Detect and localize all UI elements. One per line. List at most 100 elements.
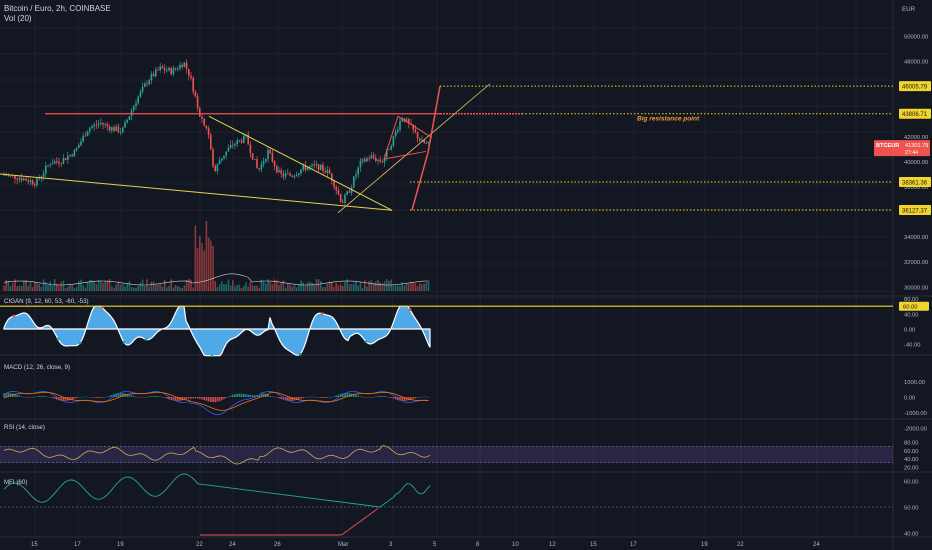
macd-histogram-bar <box>247 394 249 397</box>
candle <box>108 126 111 131</box>
volume-label[interactable]: Vol (20) <box>4 14 32 23</box>
macd-histogram-bar <box>322 397 324 398</box>
candle <box>293 175 296 177</box>
time-tick-10: 10 <box>512 542 519 548</box>
volume-bar <box>375 281 377 291</box>
rsi-label: RSI (14, close) <box>4 424 45 431</box>
volume-bar <box>115 284 117 291</box>
macd-histogram-bar <box>5 393 7 397</box>
volume-bar <box>144 286 146 291</box>
level-tag-0 <box>899 81 931 92</box>
price-tick-4: 42000.00 <box>904 135 928 141</box>
macd-histogram-bar <box>381 396 384 397</box>
mfi-label: MFI (60) <box>4 479 27 486</box>
macd-label: MACD (12, 26, close, 9) <box>4 364 70 371</box>
volume-bar <box>75 287 78 291</box>
arrow-down-path <box>411 152 429 211</box>
volume-bar <box>18 285 21 291</box>
macd-histogram-bar <box>379 396 381 397</box>
macd-histogram-bar <box>36 396 38 397</box>
volume-bar <box>86 282 89 291</box>
volume-bar <box>179 287 181 291</box>
macd-histogram-bar <box>368 397 370 398</box>
volume-bar <box>225 284 227 291</box>
volume-bar <box>91 279 93 291</box>
candle <box>155 69 157 77</box>
volume-bar <box>126 283 128 291</box>
macd-histogram-bar <box>408 397 410 401</box>
candle <box>135 103 137 106</box>
macd-histogram-bar <box>84 396 87 398</box>
trendline-lower <box>0 173 393 211</box>
volume-bar <box>326 283 329 291</box>
volume-bar <box>317 279 320 291</box>
macd-histogram-bar <box>194 397 197 399</box>
volume-bar <box>47 284 49 291</box>
price-tick-0: 50000.00 <box>904 35 928 41</box>
volume-bar <box>394 285 397 291</box>
volume-bar <box>416 285 419 291</box>
macd-histogram-bar <box>161 397 164 398</box>
volume-bar <box>62 280 65 291</box>
volume-bar <box>172 287 175 291</box>
candle <box>29 180 32 183</box>
volume-bar <box>399 285 401 291</box>
last-price-tag <box>874 140 930 157</box>
macd-histogram-bar <box>366 397 368 398</box>
candle <box>262 161 265 165</box>
candle <box>326 170 329 173</box>
volume-bar <box>335 283 337 291</box>
volume-bar <box>161 286 164 291</box>
candle <box>357 167 359 175</box>
candle <box>97 123 100 125</box>
candle <box>188 68 190 76</box>
symbol-title[interactable]: Bitcoin / Euro, 2h, COINBASE <box>4 4 111 13</box>
time-tick-11: 12 <box>549 542 556 548</box>
candle <box>82 135 84 142</box>
volume-bar <box>276 280 278 291</box>
macd-histogram-bar <box>168 397 170 400</box>
rsi-tick-1: 60.00 <box>904 449 919 455</box>
cigan-tick-3: -40.00 <box>904 343 920 349</box>
macd-histogram-bar <box>225 397 227 398</box>
candle <box>207 128 210 135</box>
candle <box>34 184 36 186</box>
cigan-tick-2: 0.00 <box>904 328 915 334</box>
volume-bar <box>71 285 73 291</box>
candle <box>205 125 208 129</box>
macd-histogram-bar <box>256 395 258 397</box>
macd-histogram-bar <box>23 396 25 398</box>
macd-histogram-bar <box>423 396 425 398</box>
candle <box>5 174 7 176</box>
volume-bar <box>82 284 84 291</box>
level-tag-text-0: 46005.79 <box>902 84 928 90</box>
macd-histogram-bar <box>126 393 128 397</box>
candle <box>302 165 304 170</box>
volume-bar <box>397 285 399 291</box>
candle <box>324 171 326 173</box>
macd-histogram-bar <box>315 397 318 398</box>
candle <box>234 144 236 146</box>
candle <box>375 157 377 161</box>
macd-histogram-bar <box>240 393 243 397</box>
volume-ma-line <box>3 273 429 286</box>
macd-histogram-bar <box>144 397 146 398</box>
macd-histogram-bar <box>20 396 23 397</box>
mfi-line-down <box>200 508 379 536</box>
volume-bar <box>205 221 208 291</box>
candle <box>313 164 315 166</box>
candle <box>47 165 49 167</box>
candle <box>27 180 29 183</box>
volume-bar <box>122 284 124 291</box>
macd-histogram-bar <box>62 397 65 402</box>
macd-histogram-bar <box>353 394 355 397</box>
candle <box>320 165 322 171</box>
candle <box>84 135 87 137</box>
volume-bar <box>249 282 252 291</box>
volume-bar <box>355 280 357 291</box>
candle <box>412 124 414 130</box>
candle <box>139 91 142 97</box>
volume-bar <box>148 286 150 291</box>
candle <box>45 165 47 174</box>
